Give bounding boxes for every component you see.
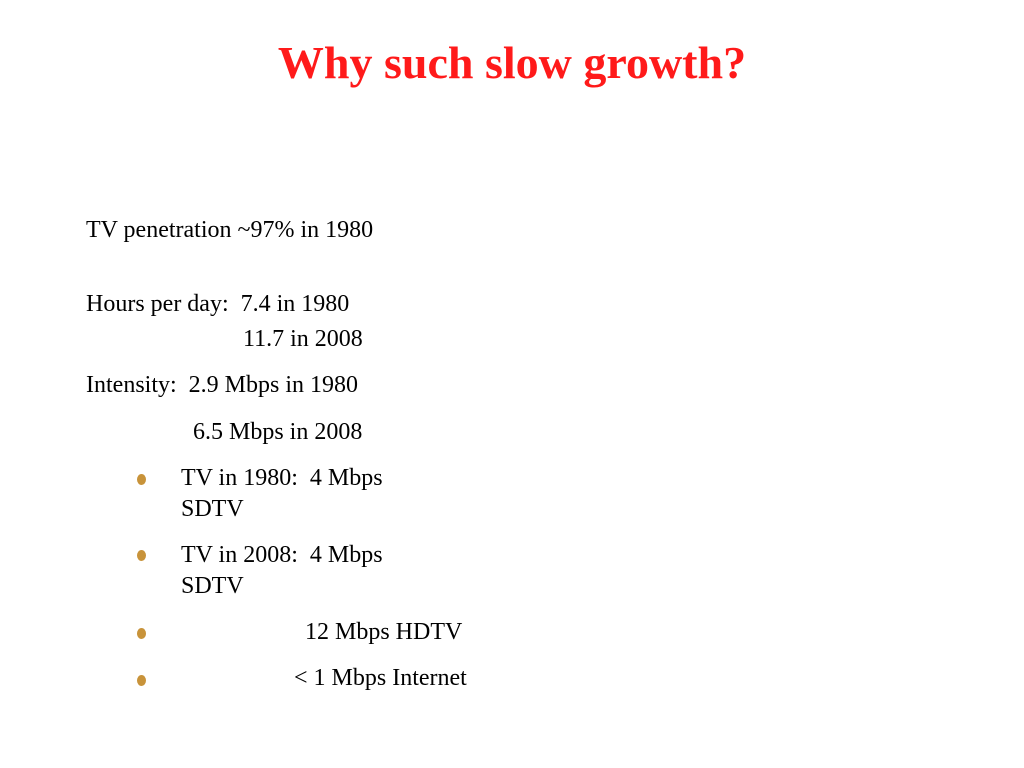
hours-per-day-2008-text: 11.7 in 2008 [243,326,363,352]
bullet-text: < 1 Mbps Internet [294,665,467,691]
bullet-text-continuation: SDTV [181,573,244,599]
bullet-text: TV in 2008: 4 Mbps [181,542,383,568]
intensity-1980-text: Intensity: 2.9 Mbps in 1980 [86,372,359,398]
bullet-dot-icon [137,550,146,561]
bullet-text: 12 Mbps HDTV [305,619,463,645]
hours-per-day-1980-text: Hours per day: 7.4 in 1980 [86,291,350,317]
bullet-text: TV in 1980: 4 Mbps [181,465,383,491]
slide-title: Why such slow growth? [277,37,747,88]
bullet-dot-icon [137,474,146,485]
tv-penetration-text: TV penetration ~97% in 1980 [86,217,374,243]
intensity-2008-text: 6.5 Mbps in 2008 [193,419,363,445]
bullet-text-continuation: SDTV [181,496,244,522]
bullet-dot-icon [137,628,146,639]
bullet-dot-icon [137,675,146,686]
